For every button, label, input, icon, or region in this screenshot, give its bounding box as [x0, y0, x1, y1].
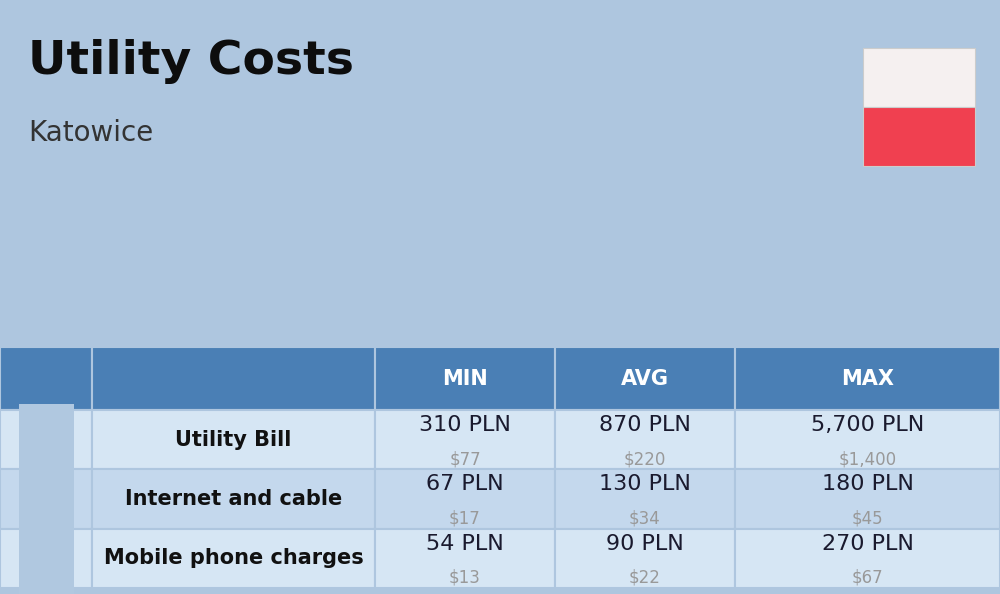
Bar [18, 463, 74, 535]
Text: Internet and cable: Internet and cable [125, 489, 342, 509]
Text: MAX: MAX [841, 369, 894, 388]
Bar [735, 529, 1000, 588]
Text: 870 PLN: 870 PLN [599, 415, 691, 435]
Text: $45: $45 [852, 510, 883, 527]
Bar [0, 469, 92, 529]
Bar [92, 347, 375, 410]
Text: 54 PLN: 54 PLN [426, 533, 504, 554]
Text: $77: $77 [449, 450, 481, 468]
Text: $1,400: $1,400 [838, 450, 897, 468]
Bar [92, 529, 375, 588]
Text: 310 PLN: 310 PLN [419, 415, 511, 435]
Text: 90 PLN: 90 PLN [606, 533, 684, 554]
Text: $13: $13 [449, 569, 481, 587]
Bar [92, 410, 375, 469]
Text: Utility Bill: Utility Bill [175, 429, 292, 450]
Bar [555, 529, 735, 588]
Text: 5,700 PLN: 5,700 PLN [811, 415, 924, 435]
Text: Mobile phone charges: Mobile phone charges [104, 548, 363, 568]
Bar [0, 410, 92, 469]
Bar [735, 347, 1000, 410]
Text: Katowice: Katowice [28, 119, 153, 147]
Text: 67 PLN: 67 PLN [426, 474, 504, 494]
Text: $17: $17 [449, 510, 481, 527]
Text: $34: $34 [629, 510, 661, 527]
Text: Utility Costs: Utility Costs [28, 39, 354, 84]
Bar [555, 347, 735, 410]
Bar [863, 107, 975, 166]
Bar [375, 469, 555, 529]
Bar [375, 410, 555, 469]
Bar [735, 410, 1000, 469]
Bar [555, 410, 735, 469]
Bar [735, 469, 1000, 529]
Text: 180 PLN: 180 PLN [822, 474, 913, 494]
Text: $67: $67 [852, 569, 883, 587]
Bar [863, 48, 975, 107]
Bar [0, 529, 92, 588]
Bar [18, 404, 74, 475]
Bar [92, 469, 375, 529]
Bar [555, 469, 735, 529]
Text: AVG: AVG [621, 369, 669, 388]
Text: MIN: MIN [442, 369, 488, 388]
Text: $220: $220 [624, 450, 666, 468]
Text: 130 PLN: 130 PLN [599, 474, 691, 494]
Bar [18, 523, 74, 594]
Bar [375, 347, 555, 410]
Text: $22: $22 [629, 569, 661, 587]
Bar [0, 347, 92, 410]
Text: 270 PLN: 270 PLN [822, 533, 913, 554]
Bar [375, 529, 555, 588]
